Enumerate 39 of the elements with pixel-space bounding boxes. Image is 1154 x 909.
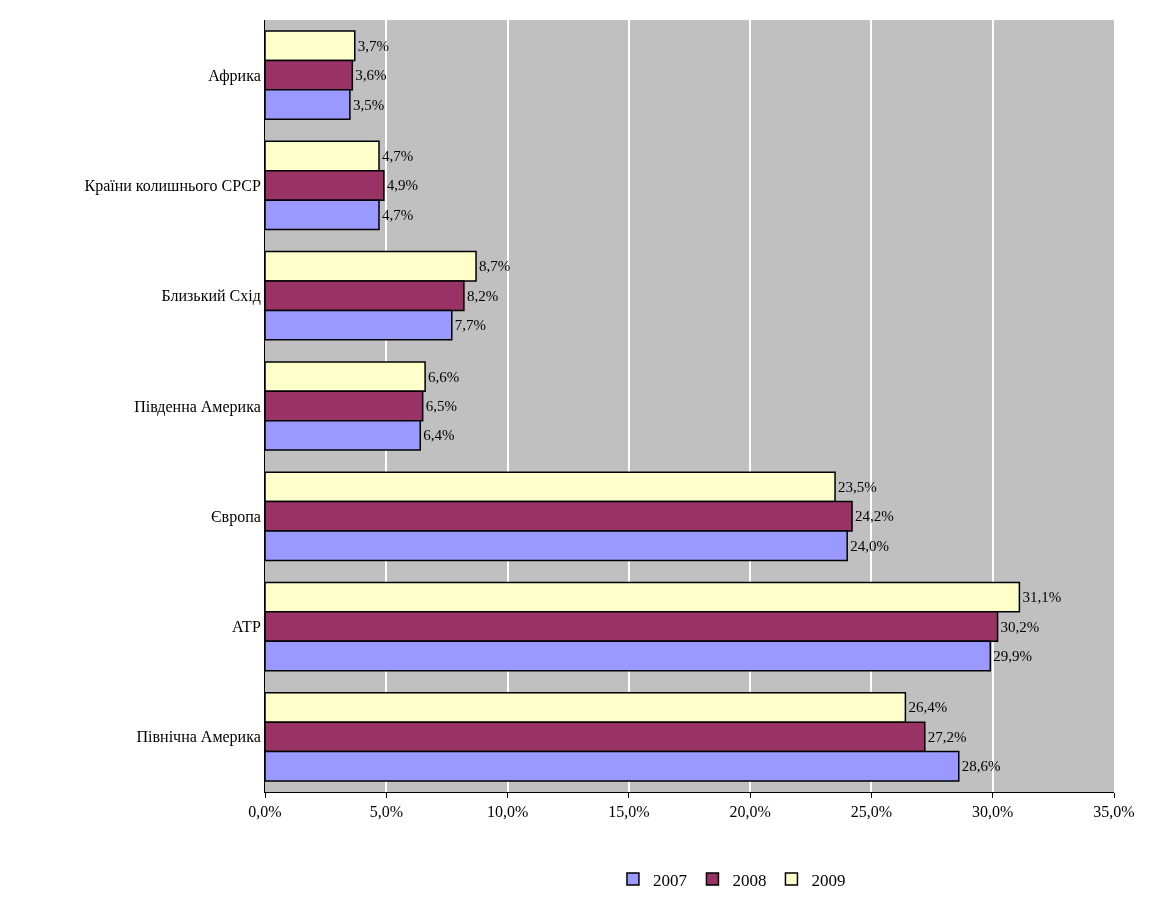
legend-label: 2008 [732,870,767,890]
data-label: 3,5% [352,96,385,113]
x-tick-label: 0,0% [248,803,282,821]
y-tick-label: Європа [211,507,261,526]
y-tick-label: Країни колишнього СРСР [84,177,261,196]
y-tick-label: Африка [208,66,261,85]
x-tick-label: 15,0% [608,803,650,821]
data-label: 24,2% [855,508,894,525]
data-label: 7,7% [454,317,487,334]
x-tick-label: 5,0% [369,803,403,821]
data-label: 30,2% [1000,618,1040,635]
data-label: 26,4% [908,699,948,716]
data-label: 8,7% [479,258,511,275]
data-label: 4,9% [386,177,419,194]
data-label: 6,4% [423,427,455,444]
data-label: 27,2% [927,728,967,745]
data-label: 4,7% [382,148,414,165]
data-label: 29,9% [993,647,1033,664]
data-label: 3,6% [355,67,387,84]
y-tick-label: Близький Схід [161,287,261,306]
data-label: 23,5% [838,478,877,495]
legend-label: 2009 [811,870,846,890]
data-label: 28,6% [961,758,1001,775]
data-label: 24,0% [850,537,889,554]
data-label: 8,2% [466,287,499,304]
y-tick-label: Південна Америка [134,397,261,416]
legend-label: 2007 [652,870,688,890]
x-tick-label: 30,0% [972,803,1014,821]
data-label: 6,6% [428,368,460,385]
y-tick-label: Північна Америка [136,728,261,747]
x-tick-label: 35,0% [1093,803,1135,821]
y-tick-label: АТР [231,618,261,636]
data-label: 6,5% [425,398,457,414]
data-label: 31,1% [1022,589,1062,606]
data-label: 3,7% [357,37,389,54]
x-tick-label: 20,0% [729,803,771,821]
data-label: 4,7% [382,206,414,223]
x-tick-label: 10,0% [486,803,529,821]
x-tick-label: 25,0% [850,803,893,821]
